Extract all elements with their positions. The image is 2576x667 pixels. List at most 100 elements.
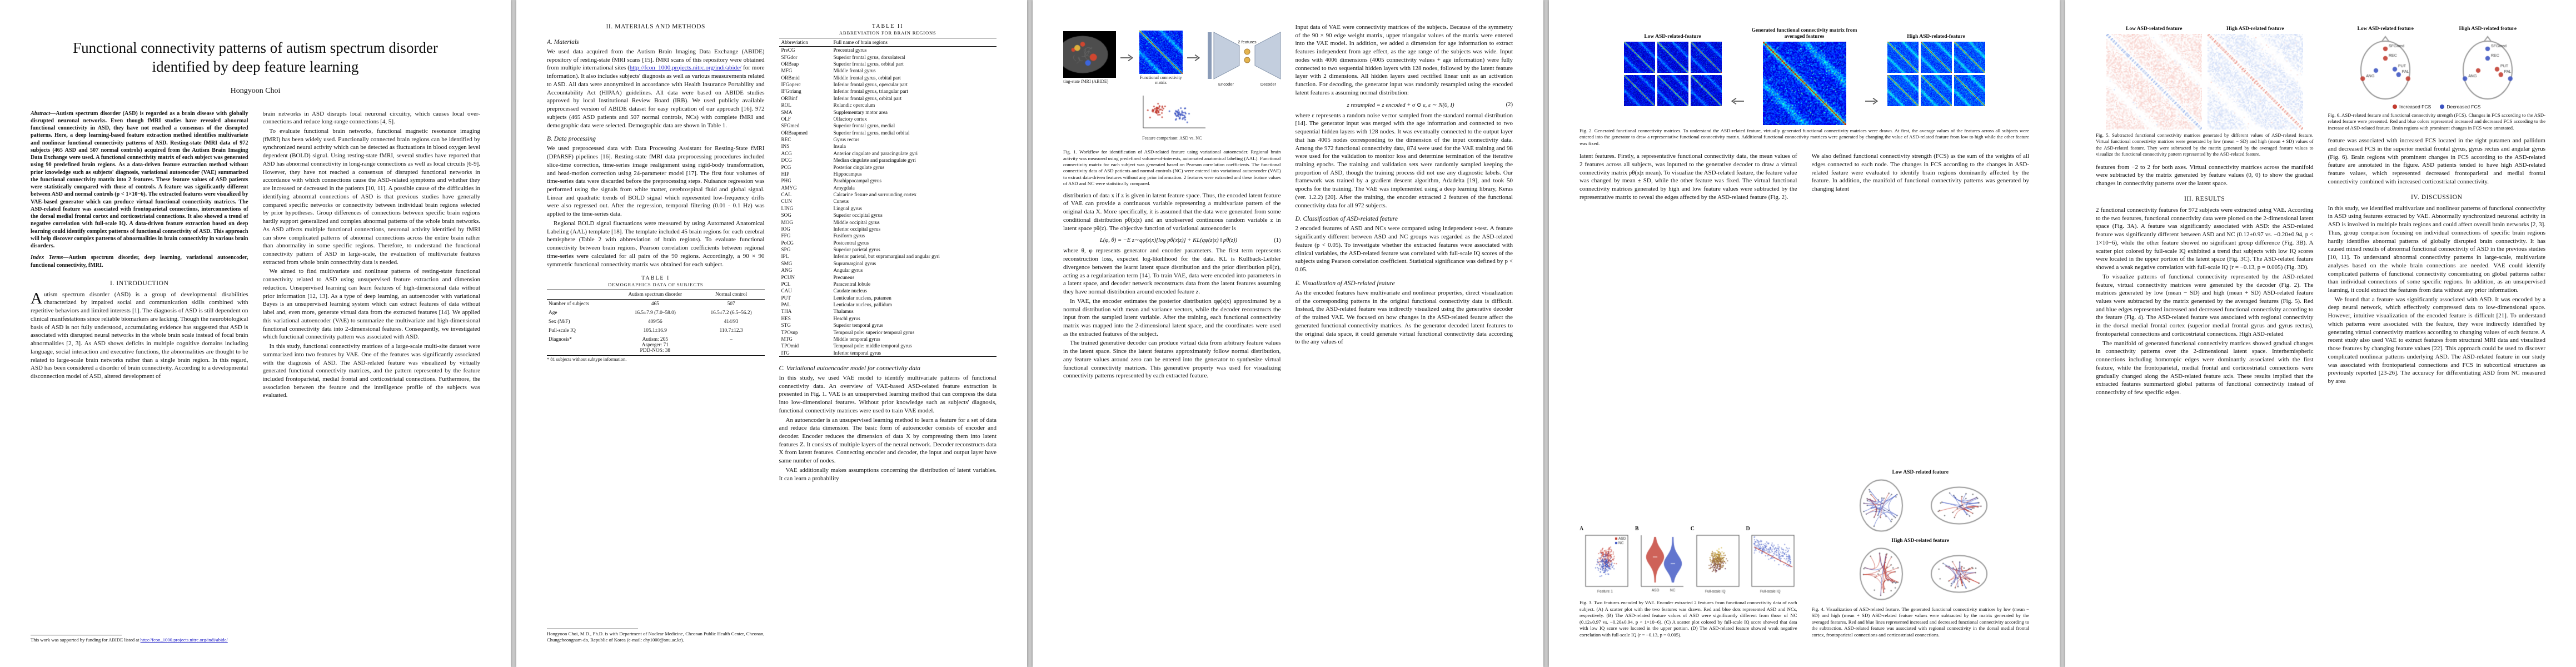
fmri-brain-label: Resting-state fMRI (ABIDE) [1063, 79, 1109, 84]
table-cell: Precentral gyrus [833, 47, 867, 53]
brain-connectivity-axial-high [1845, 544, 1918, 603]
index-terms: Index Terms—Autism spectrum disorder, de… [31, 254, 248, 269]
table-cell: ANG [781, 267, 793, 273]
figure5-low-group: Low ASD-related feature [2106, 24, 2202, 130]
table-row: CAL Calcarine fissure and surrounding cor… [779, 191, 997, 198]
section-heading-introduction: I. INTRODUCTION [110, 280, 169, 287]
generated-matrix-low [1690, 75, 1722, 106]
subtracted-matrix-high [2207, 34, 2303, 130]
page3-left-column: Resting-state fMRI (ABIDE) Functional co… [1063, 23, 1281, 644]
results-paragraph-2: To visualize patterns of functional conn… [2096, 273, 2314, 337]
table-cell: Supplementary motor area [833, 109, 888, 115]
equation-1: L(φ, θ) = −E z∼qφ(z|x)[log pθ(x|z)] + KL… [1063, 237, 1281, 244]
figure1-caption: Fig. 1. Workflow for identification of A… [1063, 149, 1281, 187]
vae-paragraph-1: In this study, we used VAE model to iden… [779, 374, 997, 414]
figure2-high-label: High ASD-related-feature [1907, 34, 1965, 40]
table-row: LING Lingual gyrus [779, 205, 997, 212]
figure1-matrix-item: Functional connectivity matrix [1139, 30, 1183, 85]
table-row: PAL Lenticular nucleus, pallidum [779, 301, 997, 308]
intro-paragraph-2: To evaluate functional brain networks, f… [262, 127, 481, 266]
table-cell: LING [781, 205, 794, 211]
table-cell: Superior occipital gyrus [833, 212, 883, 218]
generated-matrix-low [1657, 75, 1688, 106]
table-cell: Caudate nucleus [833, 288, 867, 294]
subsection-vae-model: C. Variational autoencoder model for con… [779, 365, 921, 372]
table1-header-empty [547, 290, 612, 300]
dropcap: A [31, 289, 42, 307]
panel-d-letter: D [1746, 526, 1750, 532]
subsection-materials: A. Materials [547, 39, 579, 46]
table1-footnote: * 81 subjects without subtype informatio… [547, 357, 627, 362]
table-cell: CUN [781, 198, 792, 205]
table-cell: Inferior parietal, but supramarginal and… [833, 253, 940, 260]
figure3-panel-a: A [1580, 526, 1631, 598]
table-row: Full-scale IQ 105.1±16.9 110.7±12.3 [547, 326, 765, 335]
table-cell: Parahippocampal gyrus [833, 178, 882, 184]
table-row: SFGmed Superior frontal gyrus, medial [779, 122, 997, 129]
brain-connectivity-lateral-low [1923, 476, 1996, 535]
abide-url-link[interactable]: http://fcon_1000.projects.nitrc.org/indi… [629, 64, 742, 72]
table2-header-row: Abbreviation Full name of brain regions [779, 38, 996, 47]
legend-decreased: Decreased FCS [2440, 104, 2480, 109]
table-cell: Lenticular nucleus, putamen [833, 295, 891, 301]
table-cell: Age [549, 310, 557, 316]
table-row: PUT Lenticular nucleus, putamen [779, 295, 997, 301]
table-cell: Sex (M/F) [549, 319, 570, 325]
decreased-fcs-dot [2440, 104, 2445, 109]
iq-colored-scatter-plot [1690, 532, 1742, 598]
equation-1-number: (1) [1274, 237, 1281, 243]
decreased-fcs-label: Decreased FCS [2447, 104, 2481, 109]
figure1-comparison-item: Feature comparison: ASD vs. NC [1136, 93, 1208, 141]
results-paragraph-1: 2 functional connectivity features for 9… [2096, 206, 2314, 271]
table-row: ORBsup Superior frontal gyrus, orbital pa… [779, 61, 997, 67]
equation-2: z resampled = z encoded + σ ⊙ ε, ε ∼ N(0… [1296, 102, 1513, 108]
table-row: SFGdor Superior frontal gyrus, dorsolater… [779, 53, 997, 60]
vae-theory-paragraph-3: In VAE, the encoder estimates the poster… [1063, 297, 1281, 337]
table-cell: Full-scale IQ [549, 328, 576, 334]
table-row: SMG Supramarginal gyrus [779, 260, 997, 267]
table-cell: PCG [781, 164, 791, 170]
figure5-matrices: Low ASD-related feature High ASD-related… [2096, 24, 2314, 130]
page4-left-column: latent features. Firstly, a representati… [1580, 152, 1797, 644]
generated-matrix-low [1623, 42, 1655, 73]
group-comparison-plot [1136, 93, 1208, 135]
visualization-paragraph: As the encoded features have multivariat… [1295, 289, 1513, 346]
page2-left-column: II. MATERIALS AND METHODS A. Materials W… [547, 23, 765, 644]
table-cell: Amygdala [833, 185, 855, 191]
manifold-continuation: features from −2 to 2 for both axes. Vir… [2096, 163, 2314, 187]
figure2-high-grid [1887, 42, 1985, 106]
page5-right-column: Low ASD-related feature High ASD-related… [2328, 23, 2546, 644]
table-cell: Paracentral lobule [833, 281, 871, 287]
page-4: Low ASD-related-feature Generated functi… [1549, 0, 2060, 667]
figure5-high-label: High ASD-related feature [2226, 26, 2284, 32]
figure1-brain-item: Resting-state fMRI (ABIDE) [1063, 31, 1116, 84]
fcs-definition-paragraph: We also defined functional connectivity … [1811, 153, 2030, 193]
table-row: DCG Median cingulate and paracingulate gy… [779, 157, 997, 163]
page-3: Resting-state fMRI (ABIDE) Functional co… [1033, 0, 1543, 667]
table-cell: Inferior frontal gyrus, triangular part [833, 88, 908, 94]
table-cell: Inferior frontal gyrus, orbital part [833, 95, 902, 101]
figure3: A B C D Fig. 3. Tw [1580, 526, 1797, 643]
table-cell: 16.5±7.9 (7.0–58.0) [634, 310, 676, 316]
footnote-url-link[interactable]: http://fcon_1000.projects.nitrc.org/indi… [140, 637, 228, 643]
brain-connectivity-lateral-high [1923, 544, 1996, 603]
table-cell: PreCG [781, 47, 795, 53]
author-affiliation: Hongyoon Choi, M.D., Ph.D. is with Depar… [547, 630, 765, 643]
table-row: PoCG Postcentral gyrus [779, 240, 997, 246]
page1-right-column: brain networks in ASD disrupts local neu… [263, 110, 481, 644]
table1-header-nc: Normal control [697, 290, 765, 300]
table-row: OLF Olfactory cortex [779, 116, 997, 122]
table-cell: ORBmid [781, 74, 800, 81]
table-row: AMYG Amygdala [779, 185, 997, 191]
table-row: SOG Superior occipital gyrus [779, 212, 997, 218]
figure4-high-label: High ASD-related feature [1891, 537, 1950, 544]
table-row: INS Insula [779, 143, 997, 150]
table-cell: Temporal pole: superior temporal gyrus [833, 329, 915, 335]
table-cell: CAU [781, 288, 792, 294]
figure2-row: Low ASD-related-feature Generated functi… [1580, 26, 2029, 125]
vae-theory-paragraph-4: The trained generative decoder can produ… [1063, 340, 1281, 380]
table-cell: ACG [781, 150, 792, 156]
generated-matrix-high [1887, 42, 1919, 73]
abstract-text: Autism spectrum disorder (ASD) is regard… [31, 110, 248, 250]
table-row: CUN Cuneus [779, 198, 997, 205]
